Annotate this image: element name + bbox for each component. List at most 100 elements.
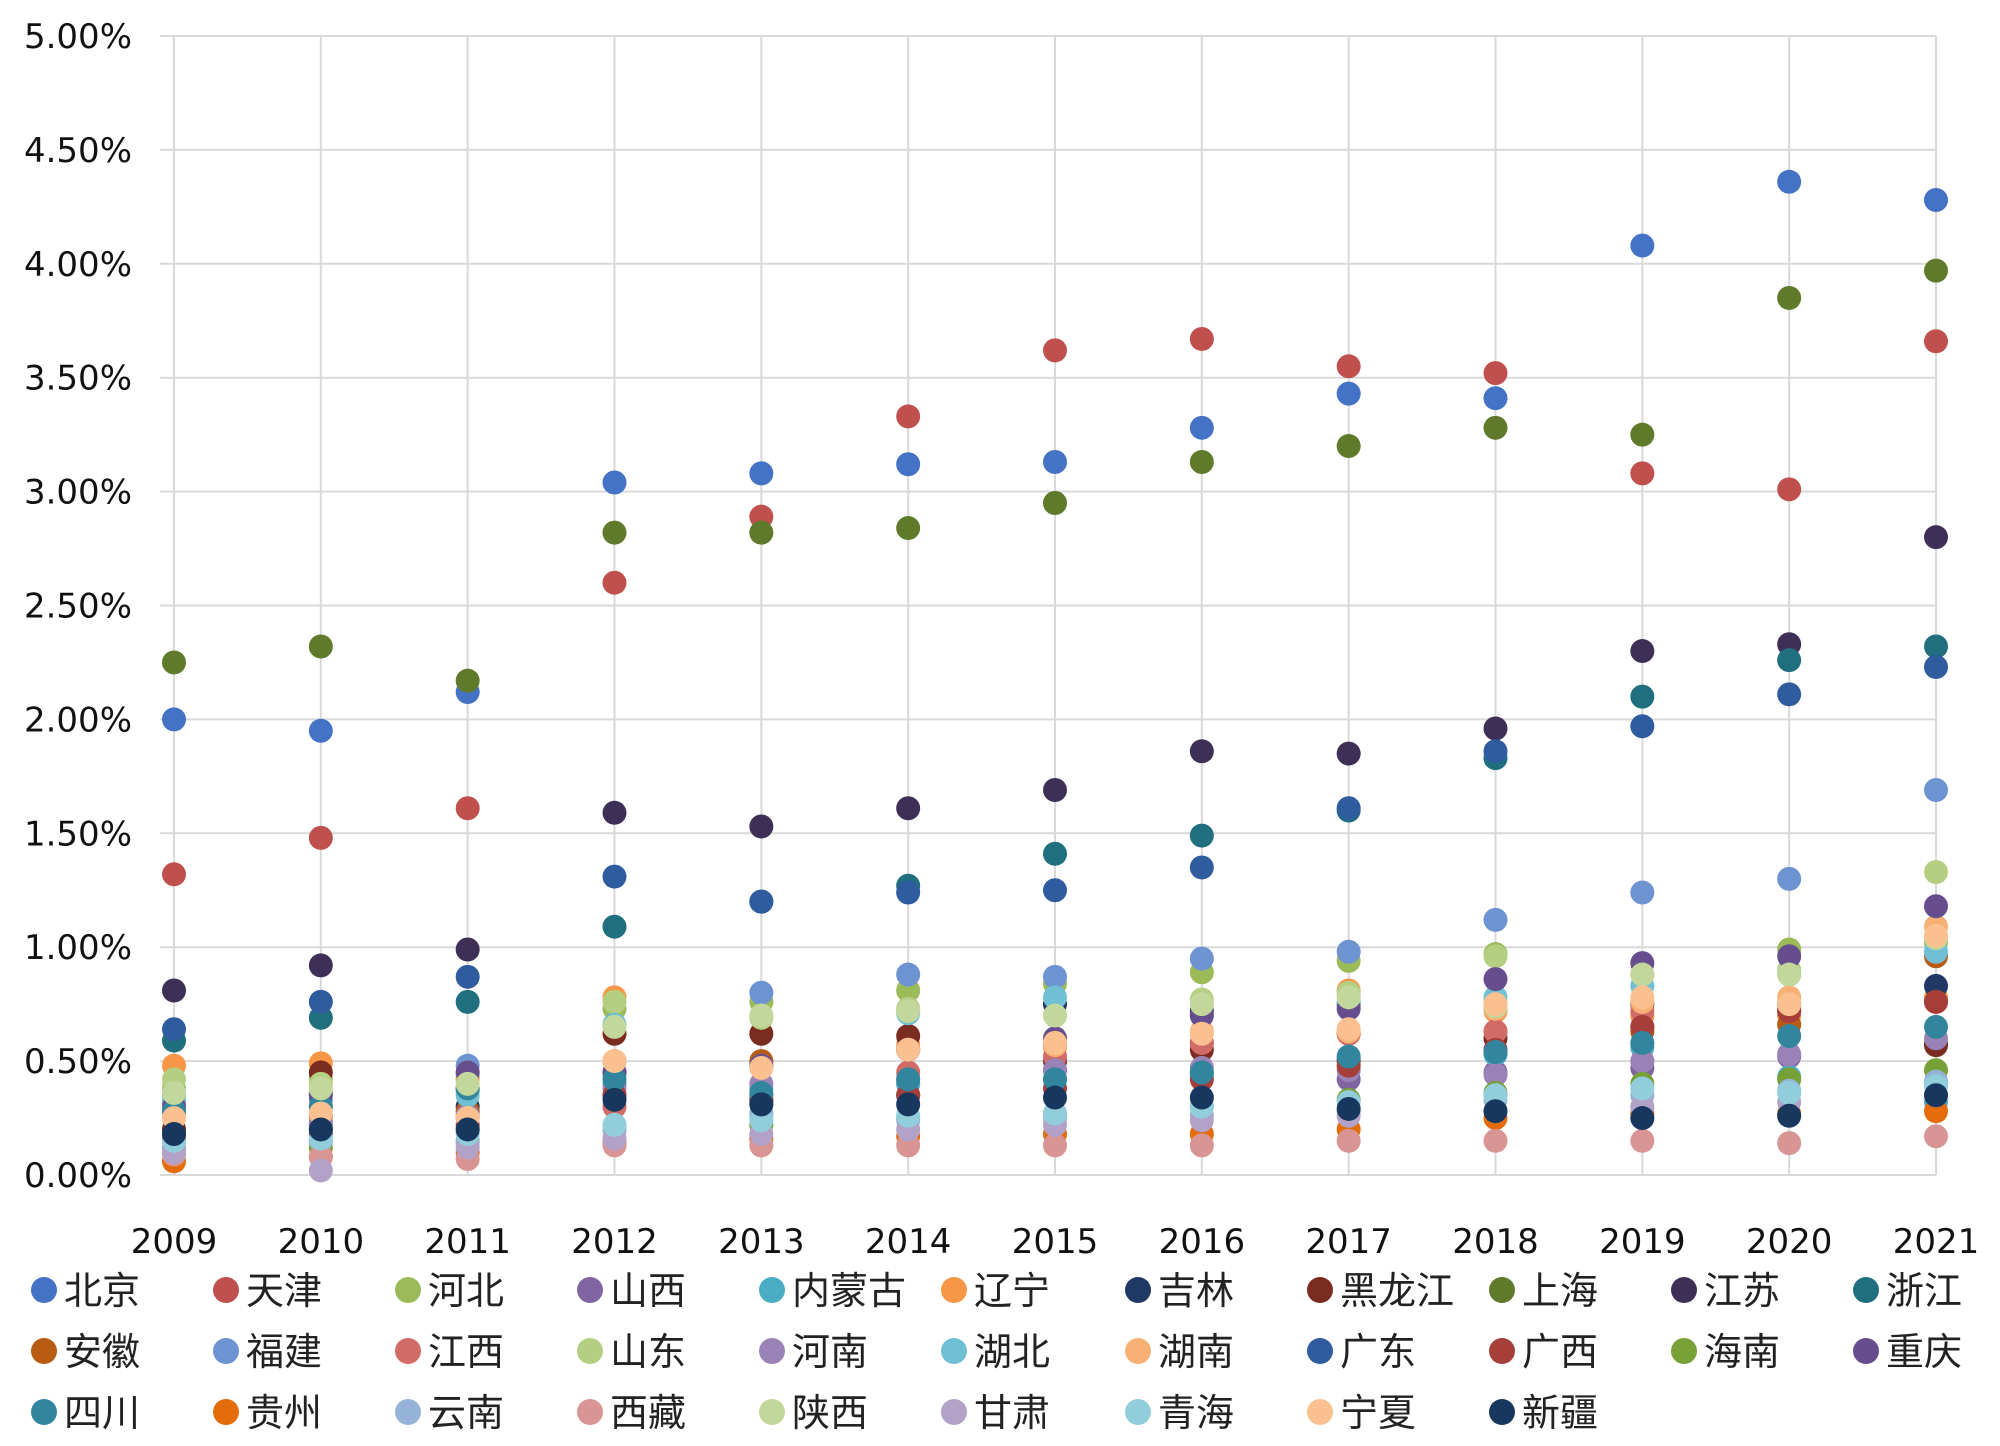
legend-item: 陕西 bbox=[759, 1391, 868, 1435]
data-point bbox=[1043, 778, 1067, 803]
data-point bbox=[1630, 639, 1655, 664]
x-tick-label: 2016 bbox=[1159, 1222, 1246, 1262]
legend-item: 安徽 bbox=[31, 1330, 140, 1374]
data-point bbox=[455, 964, 480, 989]
data-point bbox=[1189, 1060, 1214, 1085]
data-point bbox=[162, 1121, 186, 1146]
legend-item: 云南 bbox=[395, 1391, 504, 1435]
legend-marker bbox=[759, 1399, 785, 1425]
x-tick-label: 2010 bbox=[278, 1222, 365, 1262]
data-point bbox=[455, 937, 480, 962]
data-point bbox=[1924, 923, 1948, 948]
y-tick-label: 5.00% bbox=[24, 17, 132, 57]
data-point bbox=[308, 1076, 333, 1101]
data-point bbox=[162, 862, 186, 887]
legend-item: 山东 bbox=[577, 1330, 686, 1374]
y-axis-labels: 0.00% 0.50% 1.00% 1.50% 2.00% 2.50% 3.00% 3.50%… bbox=[24, 17, 132, 1196]
legend-label: 福建 bbox=[246, 1330, 322, 1374]
x-tick-label: 2009 bbox=[131, 1222, 218, 1262]
legend-item: 黑龙江 bbox=[1307, 1269, 1454, 1313]
data-point bbox=[1483, 1019, 1508, 1044]
data-point bbox=[1043, 964, 1067, 989]
data-point bbox=[1924, 655, 1948, 680]
legend-item: 内蒙古 bbox=[759, 1269, 906, 1313]
data-point bbox=[308, 825, 333, 850]
data-point bbox=[1043, 490, 1067, 515]
data-point bbox=[1777, 169, 1802, 194]
data-point bbox=[1924, 1014, 1948, 1039]
data-point bbox=[1777, 477, 1802, 502]
data-point bbox=[1043, 1085, 1067, 1110]
legend-marker bbox=[1307, 1338, 1333, 1364]
data-point bbox=[602, 1087, 627, 1112]
data-point bbox=[1483, 1039, 1508, 1064]
data-point bbox=[896, 962, 921, 987]
data-point bbox=[308, 1158, 333, 1183]
data-point bbox=[1189, 855, 1214, 880]
data-point bbox=[162, 978, 186, 1003]
legend-label: 吉林 bbox=[1158, 1269, 1234, 1313]
legend-item: 西藏 bbox=[577, 1391, 686, 1435]
data-point bbox=[1630, 1030, 1655, 1055]
data-point bbox=[1924, 525, 1948, 550]
data-point bbox=[602, 520, 627, 545]
legend-label: 山西 bbox=[610, 1269, 686, 1313]
data-point bbox=[1043, 878, 1067, 903]
data-point bbox=[1924, 860, 1948, 885]
data-point bbox=[308, 989, 333, 1014]
legend-label: 广西 bbox=[1522, 1330, 1598, 1374]
data-point bbox=[602, 1014, 627, 1039]
y-tick-label: 0.00% bbox=[24, 1156, 132, 1196]
data-point bbox=[1483, 716, 1508, 741]
legend-marker bbox=[31, 1277, 57, 1303]
data-point bbox=[749, 1003, 774, 1028]
data-point bbox=[1336, 354, 1361, 379]
legend-marker bbox=[31, 1399, 57, 1425]
data-point bbox=[896, 452, 921, 477]
data-point bbox=[1924, 778, 1948, 803]
legend-marker bbox=[577, 1338, 603, 1364]
data-point bbox=[455, 989, 480, 1014]
legend-marker bbox=[213, 1338, 239, 1364]
legend-label: 西藏 bbox=[610, 1391, 686, 1435]
data-point bbox=[749, 889, 774, 914]
data-point bbox=[1777, 944, 1802, 969]
data-point bbox=[1924, 329, 1948, 354]
data-point bbox=[162, 650, 186, 675]
data-point bbox=[1189, 449, 1214, 474]
legend-item: 江苏 bbox=[1671, 1269, 1780, 1313]
data-point bbox=[1483, 967, 1508, 992]
data-point bbox=[1189, 326, 1214, 351]
data-point bbox=[1924, 258, 1948, 283]
data-point bbox=[162, 707, 186, 732]
data-point bbox=[1043, 1133, 1067, 1158]
data-point bbox=[1777, 992, 1802, 1017]
data-point bbox=[1924, 1083, 1948, 1108]
legend-item: 新疆 bbox=[1489, 1391, 1598, 1435]
data-point bbox=[308, 953, 333, 978]
legend-item: 甘肃 bbox=[941, 1391, 1050, 1435]
data-point bbox=[1924, 894, 1948, 919]
legend-marker bbox=[759, 1338, 785, 1364]
data-point bbox=[1336, 741, 1361, 766]
legend-label: 重庆 bbox=[1886, 1330, 1962, 1374]
data-point bbox=[1189, 415, 1214, 440]
data-point bbox=[1189, 1021, 1214, 1046]
legend-item: 青海 bbox=[1125, 1391, 1234, 1435]
data-point bbox=[1924, 989, 1948, 1014]
legend-label: 上海 bbox=[1522, 1269, 1598, 1313]
data-point bbox=[1630, 684, 1655, 709]
data-point bbox=[1336, 796, 1361, 821]
legend-item: 河北 bbox=[395, 1269, 504, 1313]
data-point bbox=[1924, 188, 1948, 213]
legend-marker bbox=[1307, 1277, 1333, 1303]
data-point bbox=[1483, 944, 1508, 969]
data-point bbox=[749, 1055, 774, 1080]
data-point bbox=[1924, 1124, 1948, 1149]
legend-marker bbox=[213, 1277, 239, 1303]
legend-item: 吉林 bbox=[1125, 1269, 1234, 1313]
legend-item: 福建 bbox=[213, 1330, 322, 1374]
y-tick-label: 1.50% bbox=[24, 814, 132, 854]
